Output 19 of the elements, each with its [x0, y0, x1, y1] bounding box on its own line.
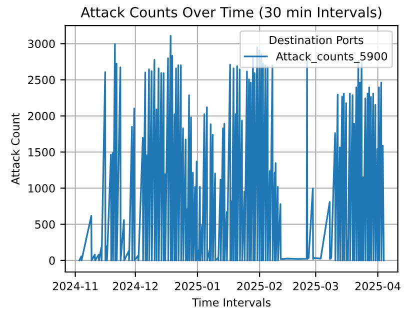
line-series	[78, 34, 385, 262]
x-tick-label: 2024-11	[52, 282, 98, 290]
x-tick-label: 2025-03	[293, 282, 338, 290]
legend-label: Attack_counts_5900	[276, 52, 388, 63]
y-tick-label: 1500	[28, 148, 55, 156]
x-tick-label: 2025-01	[175, 282, 220, 290]
x-axis-title: Time Intervals	[192, 298, 271, 307]
y-tick-label: 0	[49, 256, 55, 265]
x-tick-label: 2025-04	[355, 282, 400, 290]
y-axis-title: Attack Count	[10, 113, 20, 185]
y-tick-label: 2500	[28, 76, 55, 84]
legend-title: Destination Ports	[270, 36, 364, 44]
y-tick-label: 1000	[28, 184, 55, 193]
chart-title: Attack Counts Over Time (30 min Intervals)	[80, 6, 382, 20]
x-tick-label: 2024-12	[112, 282, 158, 290]
y-tick-label: 500	[35, 220, 55, 229]
x-tick-label: 2025-02	[237, 282, 282, 290]
y-tick-label: 3000	[28, 40, 55, 48]
y-tick-label: 2000	[28, 112, 55, 120]
